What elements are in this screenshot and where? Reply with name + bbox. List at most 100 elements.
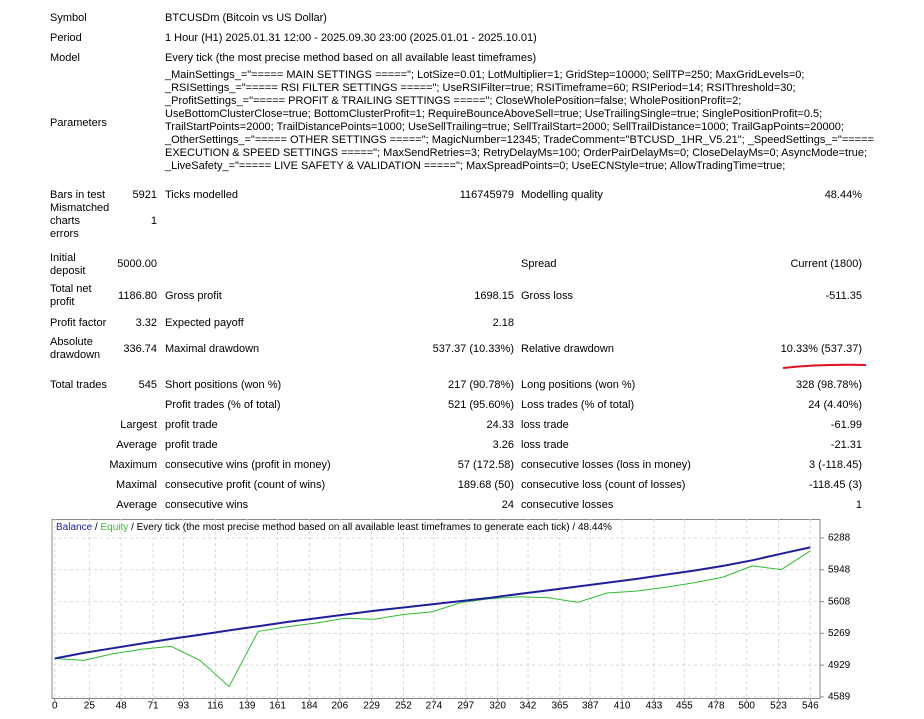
- report-row: Model Every tick (the most precise method…: [0, 48, 924, 68]
- stat-value: 57 (172.58): [457, 458, 514, 471]
- chart: 4589 4929 5269 5608 5948 6288 0 25 48 71 93 116 139 1…: [51, 519, 851, 712]
- field-value: 1 Hour (H1) 2025.01.31 12:00 - 2025.09.3…: [165, 31, 537, 44]
- stat-label: profit trade: [165, 418, 218, 431]
- field-label: Symbol: [50, 11, 87, 24]
- parameter-line: _MainSettings_="===== MAIN SETTINGS ====…: [165, 69, 805, 81]
- stat-value: 3.32: [135, 316, 157, 329]
- stat-label: Spread: [521, 258, 557, 270]
- y-tick-label: 5269: [828, 628, 851, 639]
- x-tick-label: 71: [147, 701, 159, 712]
- stat-value: 189.68 (50): [457, 478, 514, 491]
- stat-value: 217 (90.78%): [447, 378, 514, 391]
- stat-value: 24: [501, 498, 514, 511]
- stat-value: Average: [116, 498, 157, 511]
- stat-value: 116745979: [459, 188, 514, 201]
- report-row: Symbol BTCUSDm (Bitcoin vs US Dollar): [0, 8, 924, 28]
- parameter-line: _LiveSafety_="===== LIVE SAFETY & VALIDA…: [165, 160, 786, 172]
- stat-label: Ticks modelled: [165, 188, 238, 201]
- stat-value: Largest: [120, 418, 157, 431]
- series-line: [54, 546, 811, 660]
- red-underline: [782, 363, 867, 369]
- stat-label: Short positions (won %): [165, 378, 282, 391]
- parameter-line: _OtherSettings_="===== OTHER SETTINGS ==…: [165, 134, 874, 146]
- y-tick-label: 6288: [828, 533, 851, 544]
- stat-label: consecutive losses: [521, 498, 614, 511]
- stat-label: Profit factor: [50, 316, 107, 329]
- x-tick-label: 500: [738, 701, 755, 712]
- stat-value: 3.26: [492, 438, 514, 451]
- plot-area: [51, 519, 821, 699]
- stat-value: 1698.15: [474, 289, 514, 302]
- stat-value: 545: [138, 378, 157, 391]
- report-row: Profit factor 3.32 Expected payoff 2.18: [0, 312, 924, 334]
- stat-label: Total net profit: [50, 283, 92, 308]
- x-tick-label: 184: [301, 701, 318, 712]
- report-row: Initial deposit 5000.00 Spread Current (180…: [0, 249, 924, 280]
- legend-label: Balance: [56, 522, 93, 533]
- stat-value: -511.35: [825, 289, 863, 302]
- stat-value: Current (1800): [790, 258, 862, 270]
- x-tick-label: 387: [582, 701, 599, 712]
- report-row: Total net profit 1186.80 Gross profit 1698.…: [0, 280, 924, 312]
- stat-value: -118.45 (3): [809, 478, 862, 491]
- report-row: Average profit trade 3.26 loss trade -21.31: [0, 435, 924, 455]
- report-row: Largest profit trade 24.33 loss trade -61.99: [0, 415, 924, 435]
- x-tick-label: 320: [489, 701, 506, 712]
- field-value: BTCUSDm (Bitcoin vs US Dollar): [165, 11, 327, 24]
- x-tick-label: 410: [614, 701, 631, 712]
- x-tick-label: 25: [84, 701, 96, 712]
- legend-label: Equity: [100, 522, 128, 533]
- report-row: Total trades 545 Short positions (won %) 21…: [0, 375, 924, 395]
- stat-value: 3 (-118.45): [809, 458, 862, 471]
- stat-label: Absolute drawdown: [50, 336, 101, 361]
- stat-label: Gross loss: [521, 289, 573, 302]
- stat-label: consecutive loss (count of losses): [521, 478, 686, 491]
- legend-separator: /: [572, 522, 575, 533]
- stat-label: Mismatched charts errors: [50, 201, 110, 240]
- report-row: Mismatched charts errors 1: [0, 201, 924, 240]
- parameter-line: _ProfitSettings_="===== PROFIT & TRAILIN…: [165, 95, 742, 107]
- series-line: [54, 550, 811, 688]
- legend-separator: /: [131, 522, 134, 533]
- field-value: Every tick (the most precise method base…: [165, 51, 537, 64]
- x-tick-label: 116: [207, 701, 223, 712]
- stat-value: -61.99: [830, 418, 862, 431]
- x-tick-label: 206: [331, 701, 348, 712]
- report-row: Bars in test 5921 Ticks modelled 116745979 M…: [0, 184, 924, 206]
- stat-value: Maximal: [116, 478, 157, 491]
- stat-label: Bars in test: [50, 188, 106, 201]
- stat-label: loss trade: [521, 438, 569, 451]
- stat-value: -21.31: [830, 438, 862, 451]
- legend: Balance / Equity / Every tick (the most …: [56, 522, 612, 533]
- x-tick-label: 365: [552, 701, 569, 712]
- stat-label: Long positions (won %): [521, 378, 636, 391]
- x-tick-label: 297: [457, 701, 474, 712]
- y-tick-label: 4589: [828, 692, 851, 703]
- stat-label: Maximal drawdown: [165, 342, 260, 355]
- x-tick-label: 523: [770, 701, 787, 712]
- stat-label: Relative drawdown: [521, 342, 614, 355]
- parameter-line: UseBottomClusterClose=true; BottomCluste…: [165, 108, 823, 120]
- legend-separator: /: [95, 522, 98, 533]
- x-tick-label: 274: [426, 701, 443, 712]
- stat-value: 48.44%: [824, 188, 862, 201]
- field-label: Model: [50, 51, 80, 64]
- parameter-line: TrailStartPoints=2000; TrailDistancePoin…: [165, 121, 844, 133]
- stat-value: 24.33: [486, 418, 514, 431]
- stat-label: Total trades: [50, 378, 107, 391]
- stat-label: consecutive profit (count of wins): [165, 478, 326, 491]
- legend-quality: 48.44%: [578, 522, 612, 533]
- stat-value: 24 (4.40%): [808, 398, 862, 411]
- stat-value: 1186.80: [118, 289, 157, 302]
- legend-text: Every tick (the most precise method base…: [137, 522, 570, 533]
- x-tick-label: 478: [708, 701, 725, 712]
- stat-value: 10.33% (537.37): [780, 342, 862, 355]
- parameter-line: EXECUTION & SPEED SETTINGS ====="; MaxSe…: [165, 147, 868, 159]
- field-label: Parameters: [50, 116, 107, 129]
- report-row: Absolute drawdown 336.74 Maximal drawdown 5…: [0, 334, 924, 364]
- y-tick-label: 4929: [828, 660, 851, 671]
- stat-value: 328 (98.78%): [795, 378, 862, 391]
- stat-value: 537.37 (10.33%): [432, 342, 514, 355]
- stat-label: Loss trades (% of total): [521, 398, 635, 411]
- x-tick-label: 48: [116, 701, 128, 712]
